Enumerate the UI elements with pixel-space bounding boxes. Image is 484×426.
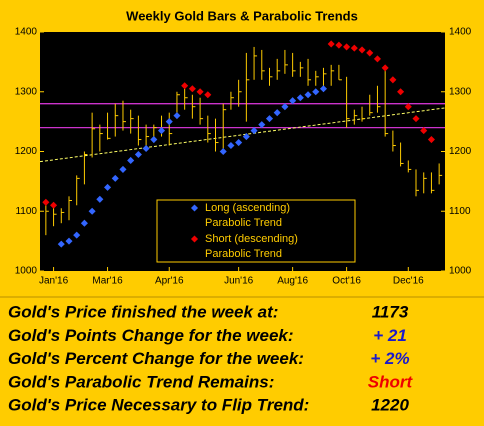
row-value: 1173 xyxy=(372,302,409,321)
trend-dot xyxy=(343,43,351,51)
row-value: + 21 xyxy=(373,326,407,345)
trend-dot xyxy=(111,174,119,182)
trend-dot xyxy=(242,133,250,141)
trend-dot xyxy=(373,55,381,63)
trend-dot xyxy=(289,97,297,105)
trend-dot xyxy=(350,44,358,52)
trend-dot xyxy=(381,64,389,72)
y2-tick-label: 1000 xyxy=(449,266,472,277)
row-label: Gold's Percent Change for the week: xyxy=(8,349,304,368)
y-tick-label: 1400 xyxy=(15,27,38,38)
y2-tick-label: 1400 xyxy=(449,27,472,38)
trend-dot xyxy=(358,46,366,54)
trend-dot xyxy=(173,112,181,120)
trend-dot xyxy=(404,103,412,111)
trend-dot xyxy=(42,198,50,206)
legend-label: Parabolic Trend xyxy=(205,248,282,260)
trend-dot xyxy=(57,240,65,248)
x-tick-label: Oct'16 xyxy=(332,276,361,287)
y2-tick-label: 1300 xyxy=(449,86,472,97)
trend-dot xyxy=(227,141,235,150)
x-tick-label: Dec'16 xyxy=(393,276,424,287)
legend-label: Long (ascending) xyxy=(205,202,290,214)
row-value: Short xyxy=(368,372,414,391)
trend-dot xyxy=(157,127,166,135)
trend-dot xyxy=(196,88,204,96)
trend-dot xyxy=(335,41,343,49)
trend-dot xyxy=(150,136,158,144)
trend-dot xyxy=(273,109,281,117)
x-tick-label: Mar'16 xyxy=(92,276,123,287)
y2-tick-label: 1200 xyxy=(449,146,472,157)
x-tick-label: Jan'16 xyxy=(39,276,69,287)
trend-dot xyxy=(204,91,212,99)
trend-dot xyxy=(397,88,405,96)
trend-dot xyxy=(65,237,73,245)
row-label: Gold's Points Change for the week: xyxy=(8,326,294,345)
trend-dot xyxy=(165,118,173,126)
trend-dot xyxy=(80,219,88,227)
trend-dot xyxy=(73,231,81,239)
row-value: 1220 xyxy=(371,396,409,415)
trend-dot xyxy=(304,91,312,99)
trend-dot xyxy=(235,139,243,147)
trend-dot xyxy=(219,147,227,156)
x-tick-label: Apr'16 xyxy=(155,276,184,287)
trend-dot xyxy=(104,183,112,191)
trend-dot xyxy=(366,49,374,57)
y-tick-label: 1200 xyxy=(15,146,38,157)
trend-dot xyxy=(181,82,189,90)
legend-marker xyxy=(190,204,199,212)
x-tick-label: Aug'16 xyxy=(277,276,308,287)
trend-dot xyxy=(427,136,435,144)
legend-marker xyxy=(190,235,199,243)
y-tick-label: 1000 xyxy=(15,266,38,277)
trend-dot xyxy=(96,195,104,203)
trend-dot xyxy=(88,207,96,215)
trend-dot xyxy=(127,156,135,164)
trend-dot xyxy=(188,85,196,93)
legend-label: Short (descending) xyxy=(205,233,298,245)
row-label: Gold's Price finished the week at: xyxy=(8,302,278,321)
y2-tick-label: 1100 xyxy=(449,206,471,217)
trend-dot xyxy=(142,144,150,153)
trend-dot xyxy=(250,127,258,135)
trendline xyxy=(39,107,446,163)
trend-dot xyxy=(412,115,420,123)
trend-dot xyxy=(327,40,335,48)
legend-label: Parabolic Trend xyxy=(205,217,282,229)
row-label: Gold's Price Necessary to Flip Trend: xyxy=(8,396,309,415)
trend-dot xyxy=(134,150,142,159)
y-tick-label: 1300 xyxy=(15,86,38,97)
trend-dot xyxy=(296,94,304,102)
chart-title: Weekly Gold Bars & Parabolic Trends xyxy=(126,8,358,23)
trend-dot xyxy=(420,127,428,135)
trend-dot xyxy=(119,165,127,173)
legend-box xyxy=(156,199,356,263)
trend-dot xyxy=(389,76,397,84)
trend-dot xyxy=(312,88,320,96)
trend-dot xyxy=(319,85,328,93)
y-tick-label: 1100 xyxy=(15,206,37,217)
x-tick-label: Jun'16 xyxy=(224,276,254,287)
trend-dot xyxy=(258,121,266,129)
trend-dot xyxy=(50,201,58,209)
trend-dot xyxy=(281,103,289,111)
row-value: + 2% xyxy=(370,349,409,368)
trend-dot xyxy=(265,115,274,123)
row-label: Gold's Parabolic Trend Remains: xyxy=(8,372,274,391)
